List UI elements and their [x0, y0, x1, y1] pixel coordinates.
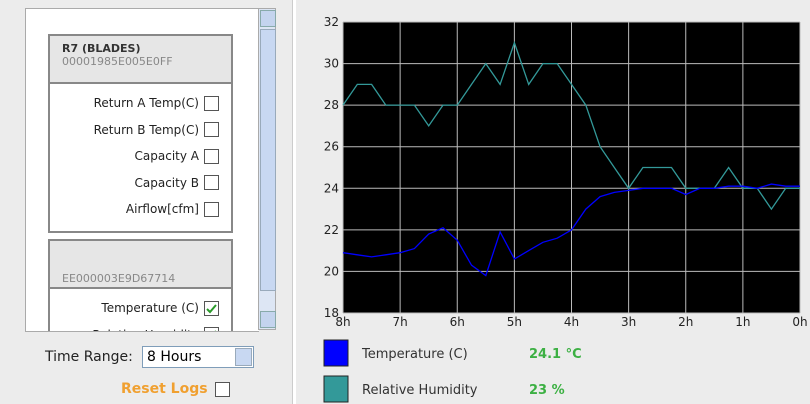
x-tick-label: 5h [507, 315, 522, 329]
check-path [206, 304, 217, 314]
series-line [342, 183, 800, 277]
time-range-select[interactable]: 8 Hours [142, 346, 254, 368]
time-range-label: Time Range: [45, 349, 133, 365]
time-range-value: 8 Hours [147, 349, 202, 365]
channel-checkbox[interactable] [204, 122, 219, 138]
x-tick-label: 7h [393, 315, 408, 329]
sensor-id: 00001985E005E0FF [62, 55, 173, 68]
channel-row: Relative Humidity [50, 322, 231, 331]
divider [292, 0, 296, 404]
chart: 18 20 22 24 26 28 30 32 8h 7h 6h 5h 4h 3h 2h 1h 0h Temper… [323, 15, 808, 403]
check-path [214, 330, 216, 331]
channel-label: Return A Temp(C) [93, 96, 199, 111]
y-tick-label: 22 [324, 223, 339, 237]
reset-logs: Reset Logs [121, 381, 230, 397]
x-tick-label: 6h [450, 315, 465, 329]
channel-row: Capacity A [50, 143, 231, 170]
y-tick-label: 26 [324, 140, 339, 154]
sensor-header: R7 (BLADES) 00001985E005E0FF [50, 36, 231, 84]
channel-row: Temperature (C) [50, 295, 231, 322]
legend-value: 23 % [529, 383, 565, 398]
legend-name: Relative Humidity [362, 383, 478, 398]
channel-row: Return A Temp(C) [50, 90, 231, 117]
y-tick-label: 20 [324, 264, 339, 278]
channel-row: Return B Temp(C) [50, 117, 231, 144]
y-tick-label: 30 [324, 57, 339, 71]
y-tick-label: 24 [324, 181, 339, 195]
legend-name: Temperature (C) [361, 347, 468, 362]
channel-label: Return B Temp(C) [93, 122, 199, 137]
scrollbar[interactable] [258, 8, 276, 330]
legend-swatch [323, 375, 349, 403]
legend-value: 24.1 °C [529, 347, 582, 362]
x-tick-label: 8h [335, 315, 350, 329]
reset-logs-label: Reset Logs [121, 381, 208, 397]
sensor-group: R7 (BLADES) 00001985E005E0FF Return A Temp… [48, 34, 233, 233]
sensor-id: EE000003E9D67714 [62, 272, 176, 285]
reset-logs-checkbox[interactable] [214, 381, 230, 397]
x-tick-label: 2h [678, 315, 693, 329]
channel-label: Capacity B [134, 175, 200, 190]
channel-label: Temperature (C) [101, 301, 199, 316]
x-tick-label: 1h [735, 315, 750, 329]
y-tick-label: 28 [324, 98, 339, 112]
series-line [342, 40, 800, 211]
x-tick-label: 3h [621, 315, 636, 329]
channel-checkbox[interactable] [204, 148, 219, 164]
sensor-name: R7 (BLADES) [62, 42, 141, 55]
x-tick-label: 4h [564, 315, 579, 329]
channel-checkbox[interactable] [204, 201, 219, 217]
sensor-header: EE000003E9D67714 [50, 241, 231, 289]
channel-label: Capacity A [134, 149, 199, 164]
channel-row: Airflow[cfm] [50, 196, 231, 223]
channel-checkbox[interactable] [204, 327, 219, 331]
channel-checkbox[interactable] [204, 175, 219, 191]
sensor-list: R7 (BLADES) 00001985E005E0FF Return A Temp… [25, 8, 259, 332]
channel-label: Relative Humidity [92, 328, 199, 331]
channel-label: Airflow[cfm] [125, 202, 199, 217]
channel-row: Capacity B [50, 170, 231, 197]
y-tick-label: 18 [324, 306, 339, 320]
legend-swatch [323, 339, 349, 367]
sensor-name-blank [62, 247, 231, 260]
sensor-group: EE000003E9D67714 Temperature (C) Relative … [48, 239, 233, 331]
check-mark [206, 304, 217, 314]
y-tick-label: 32 [324, 15, 339, 29]
channel-checkbox[interactable] [204, 95, 219, 111]
x-tick-label: 0h [792, 315, 807, 329]
channel-checkbox[interactable] [204, 300, 219, 316]
check-mark [214, 330, 216, 331]
